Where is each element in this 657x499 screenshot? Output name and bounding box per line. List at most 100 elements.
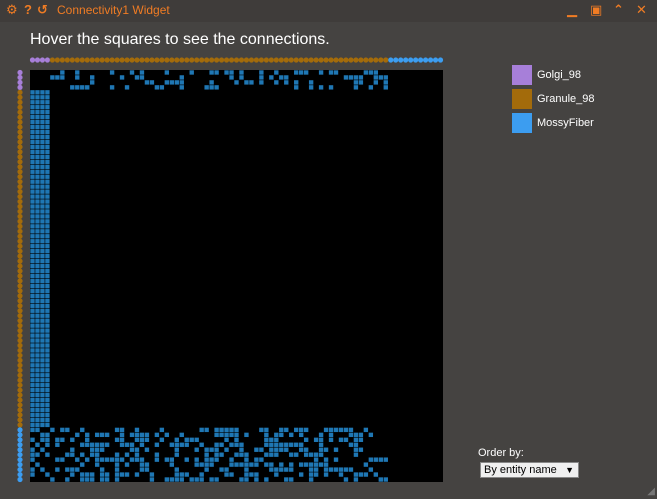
connection-cell: [45, 318, 50, 323]
connection-cell: [40, 179, 45, 184]
connection-cell: [274, 432, 279, 438]
population-marker: [308, 57, 314, 63]
connection-cell: [30, 229, 35, 234]
connection-cell: [234, 442, 239, 447]
population-marker: [59, 57, 65, 63]
population-marker: [17, 476, 23, 483]
population-marker: [144, 57, 150, 63]
connection-cell: [40, 239, 45, 244]
connection-cell: [30, 234, 35, 239]
connection-cell: [99, 447, 105, 452]
population-marker: [17, 437, 23, 443]
population-marker: [398, 57, 404, 63]
connection-cell: [40, 323, 45, 328]
connection-cell: [169, 477, 175, 482]
connection-cell: [154, 452, 160, 457]
connection-cell: [40, 353, 45, 358]
connection-cell: [294, 452, 299, 457]
population-marker: [17, 332, 23, 339]
connection-cell: [303, 70, 309, 75]
connection-cell: [80, 427, 85, 433]
population-marker: [99, 57, 105, 63]
population-marker: [218, 57, 225, 63]
collapse-icon[interactable]: ⌃: [613, 2, 624, 17]
refresh-icon[interactable]: ↺: [37, 2, 48, 17]
minimize-icon[interactable]: ▁: [567, 2, 577, 17]
connection-cell: [85, 457, 90, 462]
population-marker: [17, 89, 23, 95]
population-marker: [154, 57, 160, 63]
connection-cell: [40, 293, 45, 299]
connection-cell: [229, 432, 234, 438]
connection-cell: [45, 248, 50, 254]
connection-cell: [239, 70, 244, 75]
connection-cell: [75, 467, 80, 472]
connection-cell: [294, 442, 299, 447]
connection-cell: [40, 378, 45, 383]
help-icon[interactable]: ?: [24, 2, 32, 17]
maximize-icon[interactable]: ▣: [590, 2, 603, 17]
population-marker: [17, 377, 23, 383]
close-icon[interactable]: ✕: [636, 2, 647, 17]
connection-cell: [338, 427, 344, 433]
connection-cell: [35, 363, 40, 368]
population-marker: [34, 57, 41, 63]
connection-cell: [40, 204, 45, 209]
connection-cell: [294, 80, 299, 85]
population-marker: [69, 57, 75, 63]
connection-cell: [45, 278, 50, 284]
connection-cell: [70, 437, 75, 442]
connection-cell: [239, 75, 244, 80]
connection-cell: [30, 313, 35, 318]
connection-cell: [199, 462, 204, 467]
resize-grip-icon[interactable]: ◢: [647, 486, 655, 497]
connection-cell: [139, 442, 145, 447]
population-marker: [378, 57, 384, 63]
connection-cell: [313, 462, 319, 467]
connection-cell: [65, 427, 70, 433]
connection-cell: [353, 472, 359, 477]
gear-icon[interactable]: ⚙: [6, 2, 18, 17]
connection-cell: [353, 442, 359, 447]
order-by-select[interactable]: By entity name ▼: [480, 462, 579, 478]
population-marker: [17, 337, 23, 344]
connection-cell: [244, 472, 249, 477]
connection-cell: [35, 343, 40, 348]
connection-cell: [303, 462, 309, 467]
connectivity-matrix[interactable]: [0, 0, 460, 499]
connection-cell: [358, 437, 364, 442]
connection-cell: [40, 283, 45, 289]
population-marker: [17, 278, 23, 284]
connection-cell: [134, 432, 140, 438]
connection-cell: [149, 80, 155, 85]
connection-cell: [60, 427, 65, 433]
population-marker: [293, 57, 299, 63]
connection-cell: [373, 80, 379, 85]
population-marker: [17, 298, 23, 304]
connection-cell: [179, 472, 184, 477]
connection-cell: [104, 442, 110, 447]
connection-cell: [174, 452, 179, 457]
connection-cell: [40, 343, 45, 348]
connection-cell: [65, 477, 70, 482]
connection-cell: [70, 447, 75, 452]
population-marker: [17, 293, 23, 299]
population-marker: [17, 427, 23, 433]
connection-cell: [298, 442, 304, 447]
connection-cell: [209, 70, 214, 75]
connection-cell: [80, 472, 85, 477]
connection-cell: [90, 447, 95, 452]
connection-cell: [328, 437, 334, 442]
connection-cell: [373, 75, 379, 80]
connection-cell: [363, 462, 369, 467]
connection-cell: [45, 387, 50, 393]
connection-cell: [254, 462, 259, 467]
connection-cell: [318, 452, 324, 457]
connection-cell: [139, 432, 145, 438]
connection-cell: [264, 477, 269, 482]
population-marker: [139, 57, 145, 63]
connection-cell: [35, 144, 40, 150]
connection-cell: [40, 129, 45, 135]
connection-cell: [279, 467, 284, 472]
connection-cell: [30, 194, 35, 199]
